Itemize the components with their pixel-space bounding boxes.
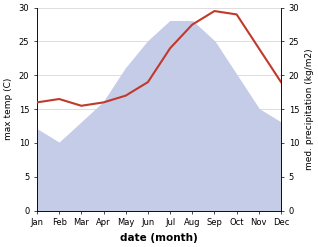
Y-axis label: med. precipitation (kg/m2): med. precipitation (kg/m2)	[305, 48, 314, 170]
Y-axis label: max temp (C): max temp (C)	[4, 78, 13, 140]
X-axis label: date (month): date (month)	[120, 233, 198, 243]
